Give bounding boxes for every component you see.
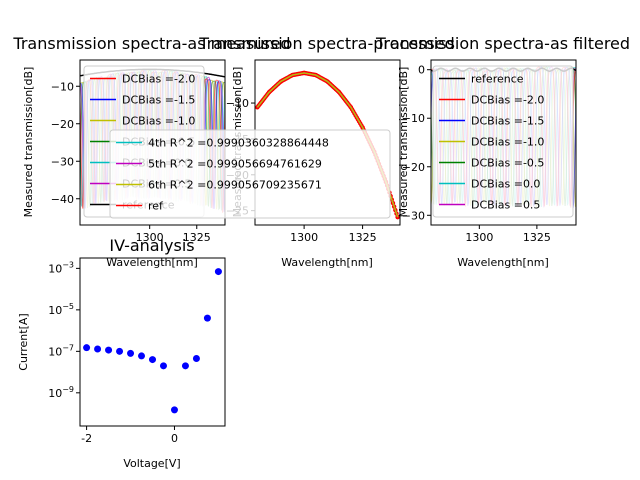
y-tick-label: 10−3 bbox=[48, 260, 74, 275]
data-point bbox=[192, 355, 200, 363]
y-axis-label: Measured transmission[dB] bbox=[397, 67, 410, 218]
legend-entry: DCBias =-2.0 bbox=[471, 94, 544, 107]
y-axis-label: Current[A] bbox=[17, 313, 30, 370]
legend-box bbox=[432, 65, 574, 218]
legend-entry: DCBias =-1.5 bbox=[122, 94, 195, 107]
legend-box bbox=[109, 129, 391, 219]
y-tick-label: 10−9 bbox=[48, 385, 74, 400]
legend-entry: DCBias =-2.0 bbox=[122, 73, 195, 86]
y-tick-label: −30 bbox=[51, 155, 74, 168]
ticks: 1300 1325 −10 −20 −30 −40 bbox=[51, 80, 211, 244]
subplot-iv-analysis: -2 0 10−9 10−7 10−5 10−3 Voltage[V] Current[A… bbox=[17, 257, 226, 470]
data-point bbox=[170, 406, 178, 414]
legend-entry: 4th R^2 =0.9990360328864448 bbox=[148, 137, 329, 150]
chart-title: Transmission spectra-as filtered bbox=[375, 34, 630, 53]
plot-area bbox=[83, 268, 222, 414]
x-axis-label: Voltage[V] bbox=[123, 457, 180, 470]
y-axis-label: Measured transmission[dB] bbox=[22, 67, 35, 218]
y-tick-label: 10−5 bbox=[48, 302, 74, 317]
legend-entry: DCBias =-0.5 bbox=[471, 157, 544, 170]
y-tick-label: 10−7 bbox=[48, 343, 74, 358]
axes-frame bbox=[430, 59, 577, 226]
chart-title: IV-analysis bbox=[109, 236, 194, 255]
chart-title: Transmission spectra-as measured bbox=[12, 34, 290, 53]
legend-entry: ref bbox=[148, 200, 164, 213]
axes-frame bbox=[79, 257, 226, 427]
data-point bbox=[127, 349, 135, 357]
x-axis-label: Wavelength[nm] bbox=[106, 256, 198, 269]
chart-title: Transmission spectra-processed bbox=[198, 34, 455, 53]
legend-entry: DCBias =0.0 bbox=[471, 178, 540, 191]
y-tick-label: −10 bbox=[402, 112, 425, 125]
y-tick-label: −10 bbox=[51, 80, 74, 93]
x-tick-label: 1300 bbox=[465, 231, 493, 244]
data-point bbox=[116, 347, 124, 355]
legend-entry: 6th R^2 =0.999056709235671 bbox=[148, 179, 322, 192]
y-tick-label: −20 bbox=[51, 118, 74, 131]
data-point bbox=[94, 345, 102, 353]
legend: reference DCBias =-2.0 DCBias =-1.5 DCBias … bbox=[432, 65, 574, 218]
x-axis-label: Wavelength[nm] bbox=[281, 256, 373, 269]
data-point bbox=[149, 356, 156, 364]
legend: 4th R^2 =0.9990360328864448 5th R^2 =0.99… bbox=[109, 129, 391, 219]
legend-entry: 5th R^2 =0.999056694761629 bbox=[148, 158, 322, 171]
x-tick-label: -2 bbox=[81, 432, 92, 445]
legend-entry: DCBias =-1.0 bbox=[122, 115, 195, 128]
data-point bbox=[181, 362, 189, 370]
ticks: -2 0 10−9 10−7 10−5 10−3 bbox=[48, 260, 178, 445]
x-tick-label: 1325 bbox=[523, 231, 551, 244]
data-point bbox=[159, 362, 167, 370]
x-tick-label: 1300 bbox=[136, 231, 164, 244]
legend-entry: DCBias =0.5 bbox=[471, 199, 540, 212]
subplot-filtered: 1300 1325 0 −10 −20 −30 reference DCBias =-2.0… bbox=[397, 59, 577, 269]
data-point bbox=[105, 346, 113, 354]
y-tick-label: 0 bbox=[418, 64, 425, 77]
x-axis-label: Wavelength[nm] bbox=[457, 256, 549, 269]
x-tick-label: 1300 bbox=[290, 231, 318, 244]
x-tick-label: 1325 bbox=[183, 231, 211, 244]
y-tick-label: −40 bbox=[51, 193, 74, 206]
data-point bbox=[83, 344, 91, 352]
x-tick-label: 1325 bbox=[349, 231, 377, 244]
data-point bbox=[138, 352, 146, 360]
y-tick-label: −20 bbox=[402, 161, 425, 174]
ticks: 1300 1325 0 −10 −20 −30 bbox=[402, 64, 551, 244]
data-point bbox=[203, 314, 211, 322]
legend-entry: DCBias =-1.0 bbox=[471, 136, 544, 149]
legend-entry: reference bbox=[471, 73, 524, 86]
legend-entry: DCBias =-1.5 bbox=[471, 115, 544, 128]
x-tick-label: 0 bbox=[171, 432, 178, 445]
y-tick-label: −10 bbox=[226, 97, 249, 110]
y-tick-label: −30 bbox=[402, 209, 425, 222]
data-point bbox=[214, 268, 222, 276]
